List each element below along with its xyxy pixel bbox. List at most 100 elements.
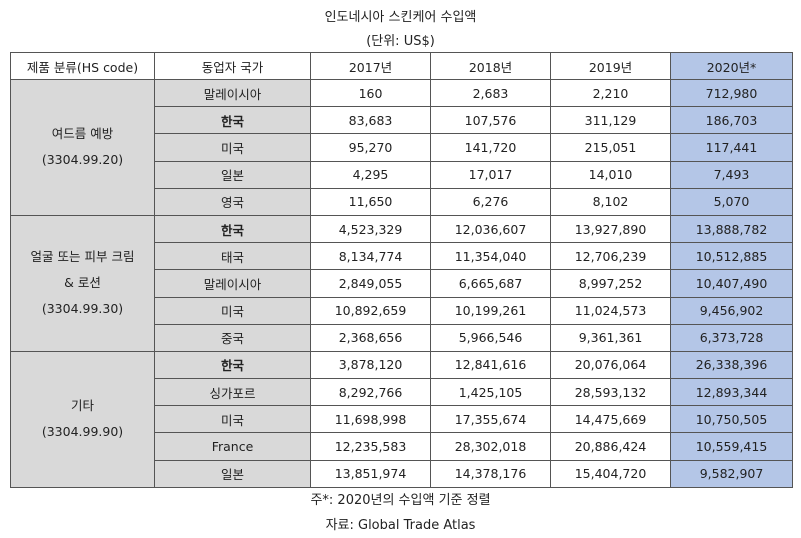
table-row: 한국 83,683 107,576 311,129 186,703 bbox=[11, 106, 793, 135]
header-2020: 2020년* bbox=[670, 52, 793, 80]
value-cell-2017: 8,134,774 bbox=[310, 242, 431, 271]
value-cell-2017: 10,892,659 bbox=[310, 296, 431, 325]
category-name: 얼굴 또는 피부 크림 bbox=[30, 249, 135, 265]
table-row: 싱가포르 8,292,766 1,425,105 28,593,132 12,893,3… bbox=[11, 378, 793, 407]
footnote: 주*: 2020년의 수입액 기준 정렬 bbox=[310, 493, 491, 508]
value-cell-2020: 117,441 bbox=[670, 133, 793, 162]
category-cell: 여드름 예방 (3304.99.20) bbox=[10, 79, 155, 216]
value-cell-2020: 10,407,490 bbox=[670, 269, 793, 298]
category-name: 여드름 예방 bbox=[51, 126, 114, 142]
value-cell-2017: 4,295 bbox=[310, 160, 431, 189]
table-row: 기타 (3304.99.90) 한국 3,878,120 12,841,616 20,07… bbox=[10, 350, 793, 488]
header-2017: 2017년 bbox=[310, 52, 431, 80]
value-cell-2020: 10,750,505 bbox=[670, 405, 793, 434]
value-cell-2017: 11,650 bbox=[310, 187, 431, 216]
value-cell-2019: 14,010 bbox=[550, 160, 671, 189]
import-table: 제품 분류(HS code) 동업자 국가 2017년 2018년 2019년 … bbox=[10, 52, 793, 488]
table-row: 미국 95,270 141,720 215,051 117,441 bbox=[11, 133, 793, 162]
partner-country: 싱가포르 bbox=[154, 378, 311, 407]
value-cell-2018: 1,425,105 bbox=[430, 378, 551, 407]
table-row: 일본 4,295 17,017 14,010 7,493 bbox=[11, 160, 793, 189]
partner-country: 영국 bbox=[154, 187, 311, 216]
value-cell-2017: 11,698,998 bbox=[310, 405, 431, 434]
value-cell-2018: 5,966,546 bbox=[430, 323, 551, 352]
partner-country: 미국 bbox=[154, 133, 311, 162]
value-cell-2018: 107,576 bbox=[430, 106, 551, 135]
value-cell-2020: 10,512,885 bbox=[670, 242, 793, 271]
source: 자료: Global Trade Atlas bbox=[325, 518, 476, 533]
value-cell-2019: 20,076,064 bbox=[550, 350, 671, 380]
header-partner: 동업자 국가 bbox=[154, 52, 311, 80]
value-cell-2020: 9,456,902 bbox=[670, 296, 793, 325]
value-cell-2020: 13,888,782 bbox=[670, 214, 793, 244]
category-name-line2: & 로션 bbox=[64, 275, 101, 291]
partner-country: 미국 bbox=[154, 296, 311, 325]
value-cell-2020: 186,703 bbox=[670, 106, 793, 135]
value-cell-2020: 6,373,728 bbox=[670, 323, 793, 352]
value-cell-2017: 95,270 bbox=[310, 133, 431, 162]
value-cell-2018: 17,355,674 bbox=[430, 405, 551, 434]
value-cell-2019: 311,129 bbox=[550, 106, 671, 135]
value-cell-2018: 17,017 bbox=[430, 160, 551, 189]
table-row: 영국 11,650 6,276 8,102 5,070 bbox=[11, 187, 793, 216]
value-cell-2018: 2,683 bbox=[430, 78, 551, 108]
header-2019: 2019년 bbox=[550, 52, 671, 80]
table-row: 미국 10,892,659 10,199,261 11,024,573 9,456,90… bbox=[11, 296, 793, 325]
value-cell-2019: 9,361,361 bbox=[550, 323, 671, 352]
value-cell-2018: 11,354,040 bbox=[430, 242, 551, 271]
value-cell-2017: 8,292,766 bbox=[310, 378, 431, 407]
partner-country: 한국 bbox=[154, 350, 311, 380]
hs-code: (3304.99.90) bbox=[41, 424, 124, 440]
value-cell-2018: 6,665,687 bbox=[430, 269, 551, 298]
table-row: 말레이시아 2,849,055 6,665,687 8,997,252 10,407,4… bbox=[11, 269, 793, 298]
partner-country: 일본 bbox=[154, 459, 311, 488]
value-cell-2017: 13,851,974 bbox=[310, 459, 431, 488]
header-category: 제품 분류(HS code) bbox=[10, 52, 155, 80]
table-row: 미국 11,698,998 17,355,674 14,475,669 10,750,5… bbox=[11, 405, 793, 434]
table-row: 일본 13,851,974 14,378,176 15,404,720 9,582,90… bbox=[11, 459, 793, 488]
value-cell-2018: 12,841,616 bbox=[430, 350, 551, 380]
partner-country: 중국 bbox=[154, 323, 311, 352]
value-cell-2020: 7,493 bbox=[670, 160, 793, 189]
unit-label: (단위: US$) bbox=[366, 34, 435, 49]
value-cell-2018: 14,378,176 bbox=[430, 459, 551, 488]
value-cell-2017: 2,849,055 bbox=[310, 269, 431, 298]
partner-country: 말레이시아 bbox=[154, 269, 311, 298]
category-cell: 기타 (3304.99.90) bbox=[10, 350, 155, 488]
partner-country: 한국 bbox=[154, 106, 311, 135]
value-cell-2018: 12,036,607 bbox=[430, 214, 551, 244]
hs-code: (3304.99.20) bbox=[41, 152, 124, 168]
value-cell-2017: 12,235,583 bbox=[310, 432, 431, 461]
value-cell-2019: 14,475,669 bbox=[550, 405, 671, 434]
value-cell-2019: 20,886,424 bbox=[550, 432, 671, 461]
value-cell-2019: 8,102 bbox=[550, 187, 671, 216]
value-cell-2020: 5,070 bbox=[670, 187, 793, 216]
table-row: 얼굴 또는 피부 크림 & 로션 (3304.99.30) 한국 4,523,329 12… bbox=[10, 214, 793, 352]
value-cell-2018: 6,276 bbox=[430, 187, 551, 216]
value-cell-2019: 28,593,132 bbox=[550, 378, 671, 407]
table-row: 여드름 예방 (3304.99.20) 말레이시아 160 2,683 2,210 712,… bbox=[10, 78, 793, 216]
partner-country: 미국 bbox=[154, 405, 311, 434]
partner-country: France bbox=[154, 432, 311, 461]
category-cell: 얼굴 또는 피부 크림 & 로션 (3304.99.30) bbox=[10, 214, 155, 352]
header-row: 제품 분류(HS code) 동업자 국가 2017년 2018년 2019년 … bbox=[10, 52, 793, 80]
partner-country: 한국 bbox=[154, 214, 311, 244]
value-cell-2019: 13,927,890 bbox=[550, 214, 671, 244]
value-cell-2020: 712,980 bbox=[670, 78, 793, 108]
value-cell-2019: 8,997,252 bbox=[550, 269, 671, 298]
value-cell-2018: 28,302,018 bbox=[430, 432, 551, 461]
partner-country: 태국 bbox=[154, 242, 311, 271]
value-cell-2017: 83,683 bbox=[310, 106, 431, 135]
partner-country: 말레이시아 bbox=[154, 78, 311, 108]
hs-code: (3304.99.30) bbox=[41, 301, 124, 317]
value-cell-2018: 141,720 bbox=[430, 133, 551, 162]
value-cell-2020: 12,893,344 bbox=[670, 378, 793, 407]
value-cell-2019: 12,706,239 bbox=[550, 242, 671, 271]
value-cell-2020: 10,559,415 bbox=[670, 432, 793, 461]
table-title: 인도네시아 스킨케어 수입액 bbox=[324, 10, 477, 25]
category-name: 기타 bbox=[70, 398, 94, 414]
value-cell-2019: 2,210 bbox=[550, 78, 671, 108]
value-cell-2017: 3,878,120 bbox=[310, 350, 431, 380]
value-cell-2019: 215,051 bbox=[550, 133, 671, 162]
value-cell-2020: 26,338,396 bbox=[670, 350, 793, 380]
